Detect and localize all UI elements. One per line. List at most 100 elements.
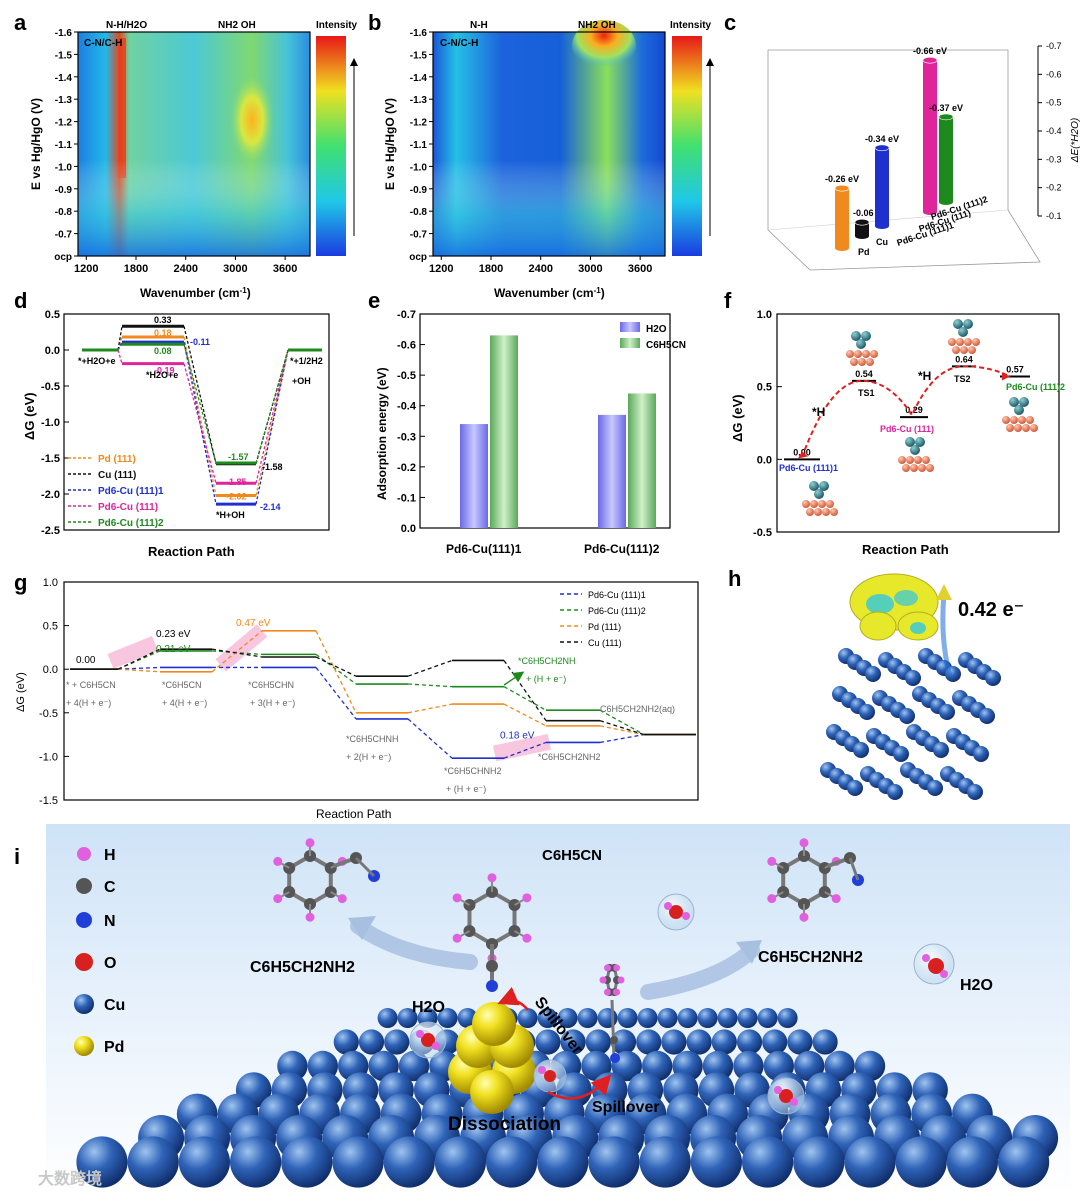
highlight-g-1 [107,635,158,669]
state-d-5: +OH [292,376,311,386]
xcat-e-2: Pd6-Cu(111)2 [584,542,660,556]
bar-c-3 [923,60,937,213]
heatmap-b-hotspot [572,20,636,72]
benzylamine-right-hydrogen [767,894,777,904]
label-cn-ch-b: C-N/C-H [440,38,478,49]
cu-atom-h [985,670,1001,686]
x-ticks-b: 1200 1800 2400 3000 3600 [429,256,652,275]
connector-d-3-2 [255,349,289,484]
cu-atom-h [847,780,863,796]
legend-cu-label: Cu [104,997,125,1014]
state-g-10: *C6H5CH2NH [518,656,576,666]
y-tick-label: -1.5 [39,795,58,807]
cluster-state2 [898,437,934,472]
charge-density-h [849,573,939,641]
state-d-3: *H+OH [216,510,245,520]
panel-letter-h: h [728,566,741,591]
cu-atom-i [332,1136,384,1188]
y-tick-label: -0.5 [39,708,58,720]
cluster-ts2 [948,319,980,354]
panel-letter-a: a [14,10,27,35]
panel-g: g 1.0 0.5 0.0 -0.5 -1.0 -1.5 0.00 0.23 eV 0.21 … [14,570,699,821]
value-label-d-9: -2.14 [260,502,281,512]
cu-atom-i [998,1136,1050,1188]
cu-atom-i [560,1029,586,1055]
state-g-4: *C6H5CHN [248,680,294,690]
benzonitrile-top-hydrogen [487,873,497,883]
reaction-arrow-f-2 [1002,372,1010,381]
cu-atom-h [865,666,881,682]
connector-g-2-2 [315,630,357,714]
cu-atom-h [967,784,983,800]
legend-g-label-0: Pd6-Cu (111)1 [588,590,646,600]
xlabel-f: Reaction Path [862,542,949,557]
axes-frame-e [419,313,671,529]
x-tick-label: 3600 [273,263,297,275]
panel-h: h 0.42 e⁻ [728,566,1024,800]
x-tick-label: 2400 [528,263,552,275]
bar-c-top-0 [834,184,850,192]
connector-g-0-2 [315,667,357,720]
y-tick-label: -0.1 [397,492,416,504]
benzonitrile-side-hydrogen [613,964,620,972]
connector-g-3-1 [211,648,263,658]
cu-atom-i [793,1136,845,1188]
benzonitrile-top-hydrogen [452,893,462,903]
xlabel-b: Wavenumber (cm-1) [494,286,605,300]
state-d-2: *H2O+e [146,370,178,380]
bar-c-bottom-1 [855,233,869,239]
value-label-d-7: -1.85 [226,477,247,487]
connector-g-2-0 [117,668,161,673]
connector-d-4-1 [183,344,217,464]
cu-atom-h [939,704,955,720]
legend-label-c6h5cn: C6H5CN [646,340,686,351]
bar-c-bottom-2 [875,223,889,229]
panel-i: i H C N O Cu Pd [14,824,1070,1194]
legend-c-label: C [104,879,116,896]
cu-atom-i [434,1136,486,1188]
connector-g-2-4 [503,703,547,727]
legend-pd-swatch [74,1036,94,1056]
water-bubbles [409,893,955,1115]
cu-atom-i [812,1029,838,1055]
y-tick-label: -1.5 [410,50,428,61]
cu-atom-h [853,742,869,758]
panel-letter-b: b [368,10,381,35]
cu-atom-i [76,1136,128,1188]
bar-e-0-0 [460,424,488,528]
legend-o-label: O [104,955,116,972]
xlabel-d: Reaction Path [148,544,235,559]
benzylamine-right-hydrogen [799,912,809,922]
label-nh2-oh-b: NH2 OH [578,20,616,31]
label-ts1: TS1 [858,388,875,398]
cu-atom-i [585,1029,611,1055]
y-tick-label: -0.7 [55,230,73,241]
state-g-2: *C6H5CN [162,680,202,690]
value-label-f-1: 0.54 [855,369,873,379]
value-labels-g: 0.00 0.23 eV 0.21 eV 0.47 eV 0.18 eV [76,618,535,741]
panel-d: d 0.5 0.0 -0.5 -1.0 -1.5 -2.0 -2.5 0.33 0.18 -0.… [14,288,330,559]
state-g-12: *C6H5CH2NH2 [538,752,601,762]
cu-atom-i [610,1029,637,1055]
y-tick-label: 1.0 [43,577,58,589]
panel-letter-d: d [14,288,27,313]
y-tick-label: -0.8 [55,207,73,218]
cu-atom-i [333,1029,359,1055]
y-tick-label: -1.6 [55,28,73,39]
y-tick-label: 1.0 [757,309,772,321]
x-tick-label: 1800 [479,263,503,275]
bar-c-label-4: -0.37 eV [929,103,963,113]
cu-atom-i [697,1008,718,1028]
cu-atom-i [230,1136,282,1188]
colorbar-b [672,36,702,256]
ylabel-g: ΔG (eV) [15,672,27,712]
label-product-right: C6H5CH2NH2 [758,949,863,966]
y-tick-label: -0.5 [41,381,60,393]
bar-c-top-3 [922,56,938,64]
y-tick-label: 0.0 [43,664,58,676]
arrow-g [503,671,525,686]
cu-atom-i [677,1008,698,1028]
label-nh2-oh: NH2 OH [218,20,256,31]
x-tick-label: 1800 [124,263,148,275]
connector-d-3-0 [117,349,123,364]
